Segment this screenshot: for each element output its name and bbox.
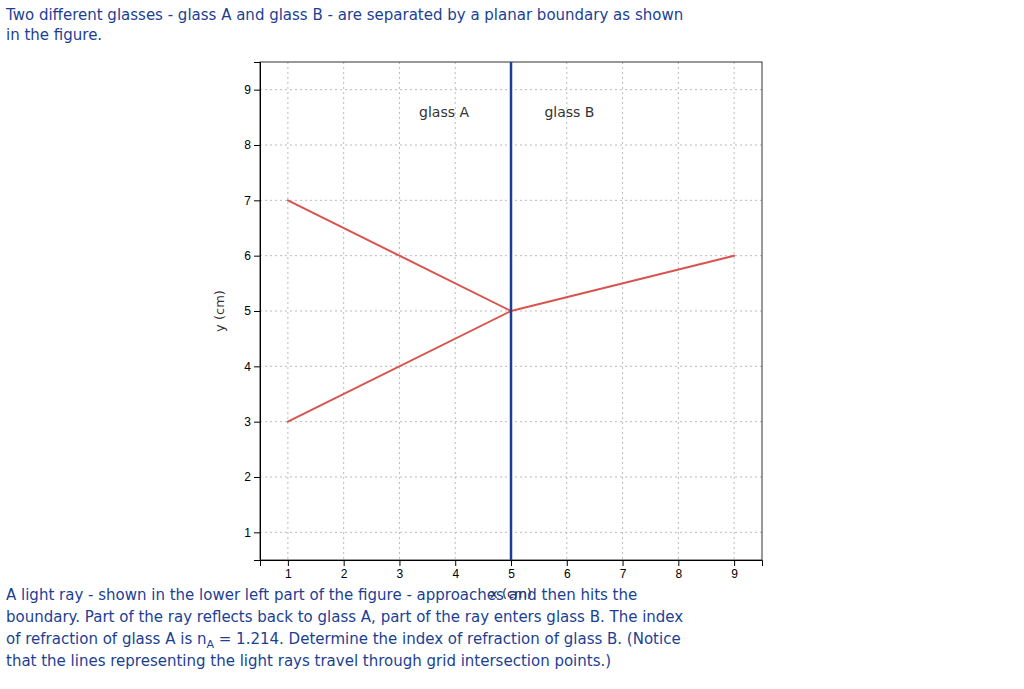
grid-line-x [622,62,623,560]
grid-line-x [287,62,288,560]
region-label: glass B [544,104,594,120]
tick-label: 2 [341,567,348,581]
tick: 8 [675,560,682,581]
caption-line: boundary. Part of the ray reflects back … [6,608,683,626]
grid-line-x [343,62,344,560]
tick-mark [455,560,456,566]
tick-label: 2 [244,470,251,484]
marks [288,62,734,560]
ray [288,200,511,311]
tick-mark [288,560,289,566]
tick-label: 5 [244,304,251,318]
tick-label: 6 [244,249,251,263]
y-axis-title: y (cm) [212,290,227,332]
tick-mark [734,560,735,566]
ray [288,311,511,422]
tick: 5 [508,560,515,581]
grid-line-x [511,62,512,560]
plot-frame [260,62,762,560]
boundary-line [510,62,513,560]
tick-label: 7 [620,567,627,581]
caption-line: that the lines representing the light ra… [6,652,611,670]
caption-text: boundary. Part of the ray reflects back … [6,608,683,626]
tick: 3 [397,560,404,581]
tick: 4 [244,360,260,374]
tick-mark [623,560,624,566]
title-line: Two different glasses - glass A and glas… [5,6,683,24]
tick-mark [254,145,260,146]
tick-mark [254,532,260,533]
tick-label: 3 [397,567,404,581]
tick: 6 [244,249,260,263]
tick-label: 1 [244,526,251,540]
caption-text: A light ray - shown in the lower left pa… [6,586,637,604]
tick-mark [254,256,260,257]
tick-mark [567,560,568,566]
tick: 7 [620,560,627,581]
tick-mark [678,560,679,566]
tick-label: 7 [244,194,251,208]
tick-mark [254,366,260,367]
tick-mark [399,560,400,566]
axis-line [261,561,763,567]
ray [511,256,734,311]
tick-label: 3 [244,415,251,429]
tick: 5 [244,304,260,318]
tick-mark [344,560,345,566]
grid [260,62,762,560]
tick-label: 9 [731,567,738,581]
chart: Two different glasses - glass A and glas… [0,0,1024,689]
tick: 9 [244,83,260,97]
grid-line-x [399,62,400,560]
caption: A light ray - shown in the lower left pa… [6,586,683,670]
tick: 6 [564,560,571,581]
tick-label: 4 [452,567,459,581]
title-line: in the figure. [6,26,102,44]
caption-text: of refraction of glass A is n [6,630,206,648]
caption-text: that the lines representing the light ra… [6,652,611,670]
tick-label: 6 [564,567,571,581]
tick: 2 [341,560,348,581]
tick-mark [511,560,512,566]
caption-text: = 1.214. Determine the index of refracti… [214,630,681,648]
tick: 2 [244,470,260,484]
tick-label: 8 [675,567,682,581]
tick-label: 4 [244,360,251,374]
tick: 4 [452,560,459,581]
tick-mark [254,90,260,91]
tick: 9 [731,560,738,581]
title: Two different glasses - glass A and glas… [5,6,683,44]
x-axis: 1 2 3 4 5 6 7 8 9 [261,560,763,581]
tick-label: 8 [244,138,251,152]
tick-label: 1 [285,567,292,581]
tick: 1 [285,560,292,581]
tick-mark [254,422,260,423]
tick: 7 [244,194,260,208]
tick-mark [254,477,260,478]
tick-label: 5 [508,567,515,581]
grid-line-x [678,62,679,560]
axis-line [254,63,261,561]
tick: 1 [244,526,260,540]
y-axis: 1 2 3 4 5 6 7 8 9 [244,63,260,561]
caption-line: of refraction of glass A is nA = 1.214. … [6,630,681,651]
tick: 8 [244,138,260,152]
tick-label: 9 [244,83,251,97]
tick-mark [254,311,260,312]
caption-line: A light ray - shown in the lower left pa… [6,586,637,604]
region-label: glass A [419,104,469,120]
grid-line-x [734,62,735,560]
tick: 3 [244,415,260,429]
tick-mark [254,200,260,201]
